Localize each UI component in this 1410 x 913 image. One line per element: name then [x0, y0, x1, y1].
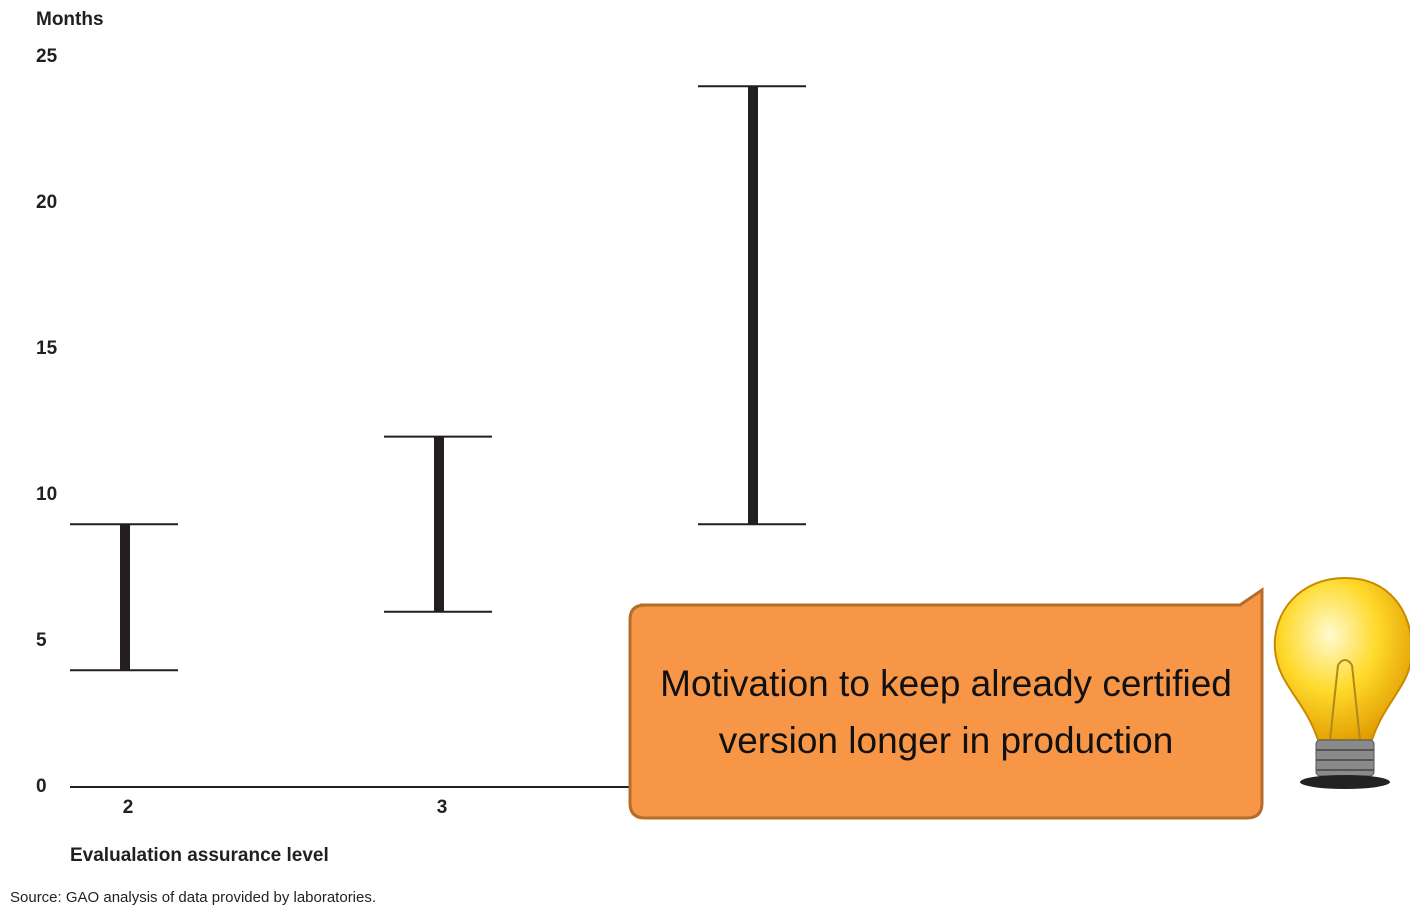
- y-tick-label: 10: [36, 484, 57, 505]
- x-axis-title: Evalualation assurance level: [70, 845, 329, 866]
- y-tick-label: 0: [36, 776, 47, 797]
- page: Months Evalualation assurance level Sour…: [0, 0, 1410, 913]
- y-tick-label: 25: [36, 46, 58, 67]
- x-tick-label: 2: [123, 797, 134, 818]
- x-tick-label: 3: [437, 797, 448, 818]
- y-tick-label: 5: [36, 630, 47, 651]
- y-tick-label: 20: [36, 192, 57, 213]
- y-tick-label: 15: [36, 338, 58, 359]
- source-note: Source: GAO analysis of data provided by…: [10, 889, 376, 906]
- y-axis-title: Months: [36, 9, 104, 30]
- callout-text: Motivation to keep already certified ver…: [630, 605, 1262, 818]
- light-bulb-icon: [1275, 578, 1410, 789]
